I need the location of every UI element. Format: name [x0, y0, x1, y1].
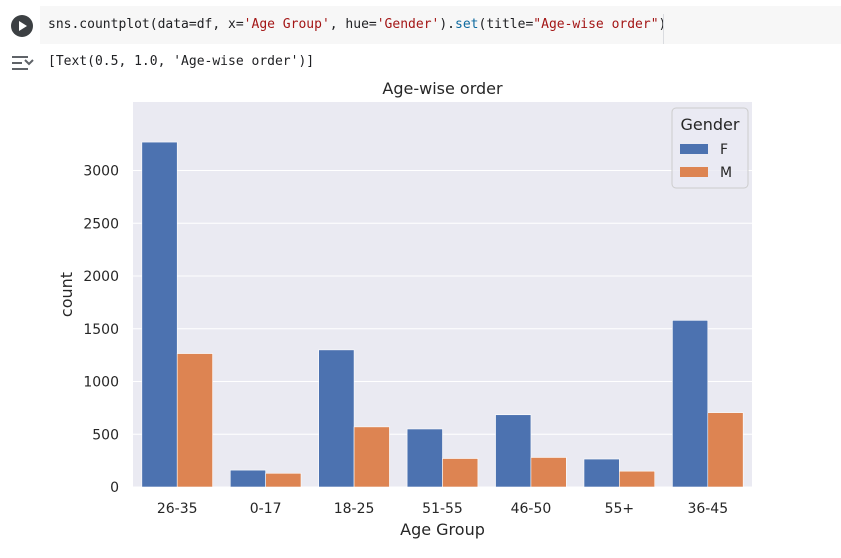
code-cell: sns.countplot(data=df, x='Age Group', hu… — [0, 0, 841, 48]
y-tick-label: 1500 — [83, 322, 119, 338]
y-tick-label: 500 — [92, 427, 119, 443]
code-token: ) — [659, 17, 667, 32]
run-cell-button[interactable] — [11, 15, 33, 37]
code-token: (title= — [478, 17, 534, 32]
legend: Gender FM — [671, 107, 749, 189]
bar — [229, 469, 266, 488]
x-tick-label: 26-35 — [157, 501, 198, 517]
code-token: ). — [439, 17, 456, 32]
bar — [176, 353, 213, 488]
x-ticks: 26-35 0-17 18-25 51-55 46-50 55+ 36-45 — [157, 501, 728, 517]
code-line[interactable]: sns.countplot(data=df, x='Age Group', hu… — [48, 17, 666, 32]
x-axis-label: Age Group — [400, 520, 485, 539]
code-divider — [663, 14, 664, 44]
code-token: sns.countplot(data=df, x= — [48, 17, 244, 32]
bar — [406, 428, 443, 488]
legend-swatch — [680, 144, 708, 154]
y-tick-label: 2500 — [83, 216, 119, 232]
bar — [530, 457, 567, 488]
bar — [619, 470, 656, 488]
legend-label: M — [720, 165, 732, 181]
bars — [141, 141, 744, 488]
y-tick-label: 3000 — [83, 164, 119, 180]
bar — [141, 141, 178, 488]
legend-swatch — [680, 167, 708, 177]
bar — [707, 412, 744, 488]
bar — [672, 320, 709, 488]
x-tick-label: 18-25 — [334, 501, 375, 517]
y-tick-label: 1000 — [83, 375, 119, 391]
output-text: [Text(0.5, 1.0, 'Age-wise order')] — [48, 54, 315, 69]
y-ticks: 0 500 1000 1500 2000 2500 3000 — [83, 164, 119, 496]
x-tick-label: 46-50 — [511, 501, 552, 517]
y-tick-label: 2000 — [83, 269, 119, 285]
code-token: 'Age Group' — [243, 17, 330, 32]
code-token: "Age-wise order" — [533, 17, 659, 32]
bar — [318, 349, 355, 488]
x-tick-label: 51-55 — [422, 501, 463, 517]
legend-title: Gender — [681, 115, 740, 134]
code-token: , hue= — [329, 17, 377, 32]
code-token: 'Gender' — [376, 17, 440, 32]
plot-background — [133, 102, 752, 487]
legend-label: F — [720, 142, 728, 158]
bar — [265, 472, 302, 488]
code-token: set — [455, 17, 479, 32]
x-tick-label: 55+ — [605, 501, 635, 517]
output-toggle-icon[interactable] — [10, 54, 34, 72]
x-tick-label: 0-17 — [250, 501, 282, 517]
x-tick-label: 36-45 — [687, 501, 728, 517]
y-axis-label: count — [57, 272, 76, 317]
code-editor[interactable]: sns.countplot(data=df, x='Age Group', hu… — [40, 6, 841, 44]
bar — [495, 414, 532, 488]
y-tick-label: 0 — [110, 480, 119, 496]
bar — [442, 458, 479, 488]
bar — [583, 458, 620, 488]
bar — [353, 426, 390, 488]
chart-title: Age-wise order — [382, 79, 503, 98]
